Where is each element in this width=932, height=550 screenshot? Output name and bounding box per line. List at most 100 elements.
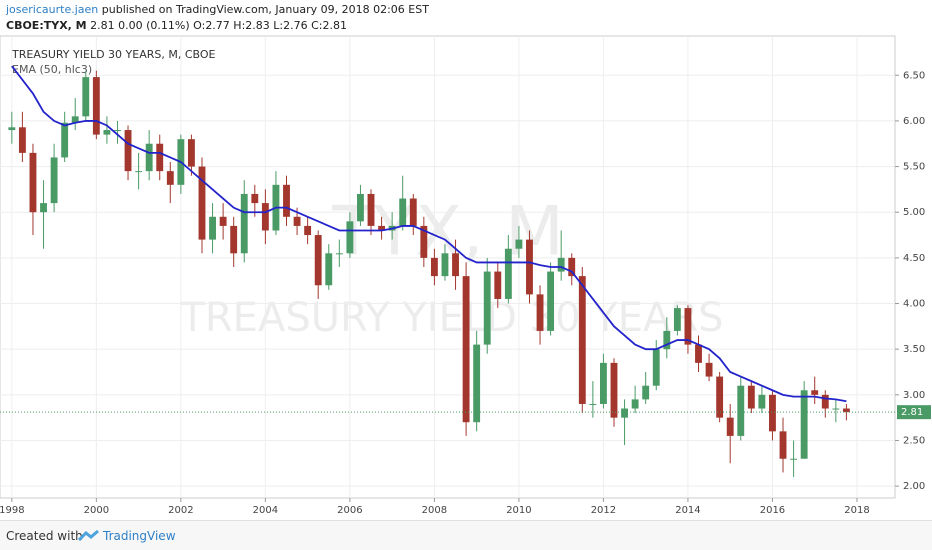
candle-body (631, 399, 639, 409)
candle-body (483, 271, 491, 345)
logo (78, 530, 99, 542)
brand[interactable]: TradingView (103, 529, 176, 543)
x-tick-label: 2002 (168, 505, 193, 516)
candle-body (409, 198, 417, 226)
candle-body (198, 166, 206, 240)
legend-ema: EMA (50, hlc3) (12, 63, 92, 76)
publish-line: josericaurte.jaen published on TradingVi… (6, 3, 429, 16)
candle-body (82, 77, 90, 117)
candle-body (473, 344, 481, 423)
candle-body (230, 225, 238, 254)
candle-body (663, 330, 671, 350)
symbol: CBOE:TYX, M (6, 19, 87, 32)
candle-body (166, 171, 174, 185)
candle-body (494, 271, 502, 299)
candle-body (314, 235, 322, 286)
last-price-box (897, 405, 931, 420)
x-tick-label: 2008 (422, 505, 447, 516)
candle-body (367, 193, 375, 226)
candle-body (114, 130, 121, 132)
candle-body (261, 203, 269, 231)
x-tick-label: 2016 (760, 505, 785, 516)
created-with: Created with (6, 529, 83, 543)
candle-body (304, 225, 312, 236)
candle-body (737, 385, 745, 436)
candle-body (357, 193, 364, 222)
candle-body (705, 362, 713, 377)
x-tick-label: 2018 (844, 505, 869, 516)
candle-body (462, 276, 470, 423)
quote-line: CBOE:TYX, M 2.81 0.00 (0.11%) O:2.77 H:2… (6, 19, 347, 32)
candle-body (673, 308, 681, 331)
last-price-label: 2.81 (901, 407, 923, 418)
candle-body (103, 130, 111, 135)
candle-body (40, 203, 47, 213)
candle-body (346, 221, 354, 254)
user[interactable]: josericaurte.jaen (6, 3, 99, 16)
candle-body (430, 257, 438, 277)
candle-body (589, 403, 597, 405)
candle-body (8, 127, 16, 131)
candle-body (536, 294, 544, 331)
chart: TYX, M TREASURY YIELD 30 YEARS TREASURY … (0, 35, 931, 516)
y-tick-label: 2.50 (903, 435, 925, 446)
candle-body (716, 376, 724, 418)
y-tick-label: 6.00 (903, 116, 925, 127)
candle-body (515, 239, 523, 249)
y-tick-label: 4.00 (903, 299, 925, 310)
candle-body (800, 390, 808, 459)
y-tick-label: 6.50 (903, 70, 925, 81)
x-tick-label: 2000 (84, 505, 109, 516)
y-tick-label: 3.50 (903, 344, 925, 355)
candle-body (335, 253, 343, 255)
ema-line (11, 65, 847, 403)
candle-body (652, 349, 660, 386)
candle-body (283, 184, 290, 217)
candle-body (621, 408, 628, 418)
candle-body (790, 458, 798, 460)
x-tick-label: 1998 (0, 505, 25, 516)
candle-body (610, 362, 618, 418)
candle-body (642, 385, 650, 400)
candle-body (124, 130, 132, 172)
y-tick-label: 4.50 (903, 253, 925, 264)
candle-body (156, 143, 164, 172)
candle-body (504, 248, 512, 299)
candle-body (71, 116, 79, 123)
candle-body (50, 157, 58, 204)
footer: Created with TradingView (0, 520, 932, 550)
candle-body (441, 253, 449, 277)
y-tick-label: 5.50 (903, 162, 925, 173)
candle-body (526, 239, 533, 295)
x-tick-label: 2014 (675, 505, 700, 516)
candle-body (568, 257, 576, 277)
candle-body (726, 417, 734, 436)
candle-body (145, 143, 153, 172)
candle-body (219, 216, 227, 226)
candle-body (599, 362, 607, 404)
candle-body (378, 225, 386, 231)
published: published on TradingView.com, January 09… (101, 3, 429, 16)
y-tick-label: 3.00 (903, 390, 925, 401)
candle-body (18, 127, 26, 153)
candle-body (695, 344, 702, 363)
candle-body (684, 308, 692, 345)
candle-body (92, 77, 100, 135)
legend-title: TREASURY YIELD 30 YEARS, M, CBOE (11, 48, 216, 61)
watermark-subtitle: TREASURY YIELD 30 YEARS (179, 295, 723, 341)
candle-body (61, 122, 69, 158)
candle-body (293, 216, 301, 226)
candle-body (135, 171, 143, 173)
candle-body (187, 139, 195, 167)
candle-body (399, 198, 407, 226)
y-tick-label: 2.00 (903, 481, 925, 492)
candle-body (758, 394, 766, 409)
candle-body (557, 257, 565, 272)
candle-body (251, 193, 259, 204)
y-tick-label: 5.00 (903, 207, 925, 218)
candle-body (578, 276, 586, 404)
x-tick-label: 2006 (337, 505, 362, 516)
x-tick-label: 2004 (253, 505, 278, 516)
candle-body (547, 271, 555, 331)
